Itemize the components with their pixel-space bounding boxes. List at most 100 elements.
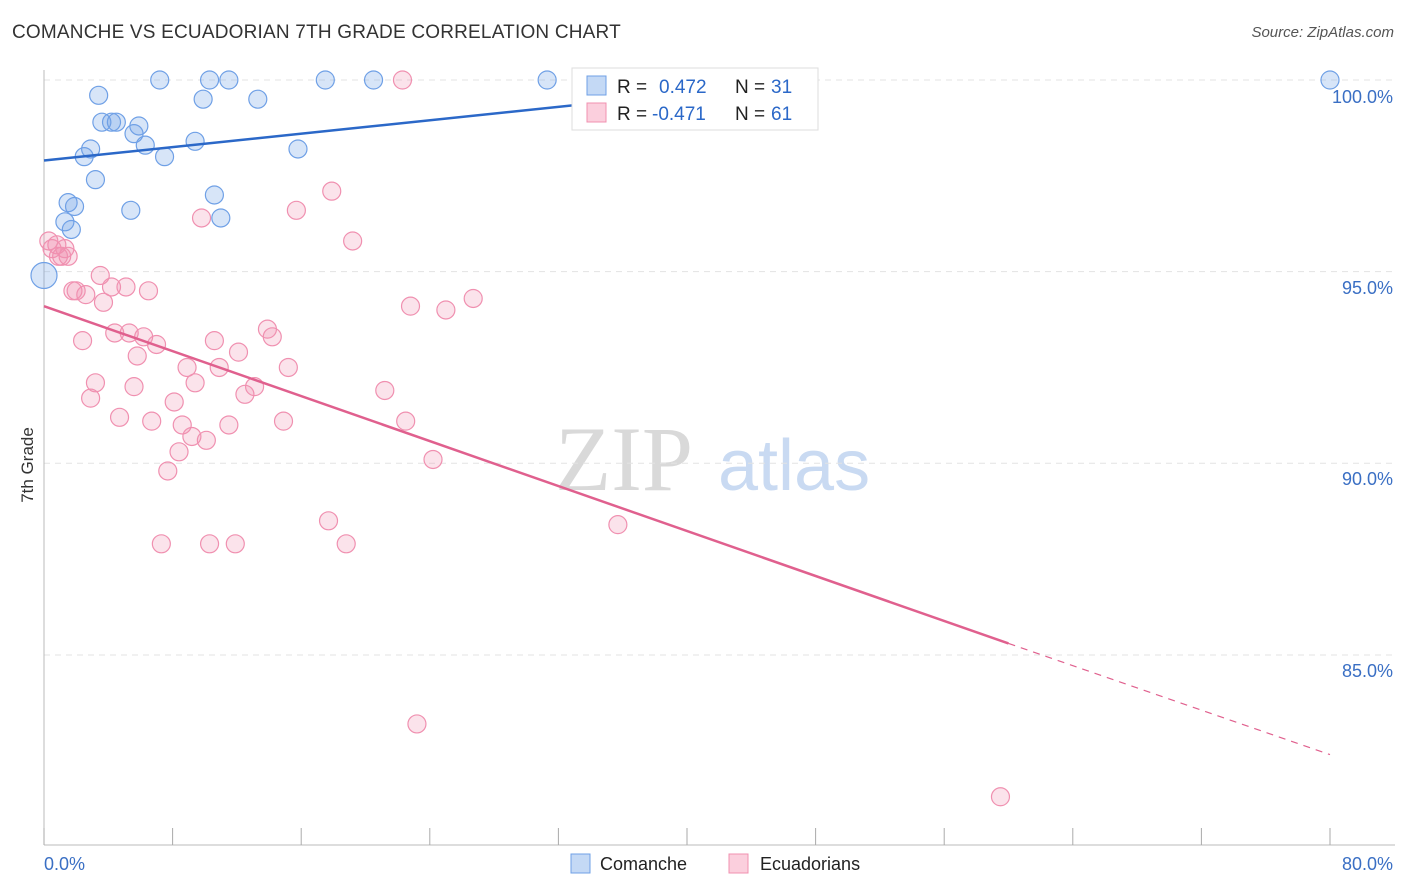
y-tick-label-85: 85.0% xyxy=(1342,661,1393,681)
ecuadorians-point xyxy=(169,442,189,462)
chart-source: Source: ZipAtlas.com xyxy=(1251,24,1394,41)
ecuadorians-point xyxy=(81,388,101,408)
ecuadorians-point xyxy=(225,534,245,554)
x-tick-label-max: 80.0% xyxy=(1342,854,1393,874)
legend-r-label-comanche: R = xyxy=(617,77,647,98)
ecuadorians-point xyxy=(392,70,413,90)
ecuadorians-point xyxy=(204,331,224,351)
ecuadorians-point xyxy=(273,411,294,431)
ecuadorians-point xyxy=(318,511,339,531)
legend-box: R = 0.472 N = 31 R = -0.471 N = 61 xyxy=(571,67,819,131)
data-points xyxy=(30,70,1340,807)
ecuadorians-point xyxy=(76,285,96,305)
grid-lines xyxy=(44,79,1395,656)
ecuadorians-point xyxy=(164,392,184,412)
ecuadorians-point xyxy=(396,411,416,431)
y-tick-label-100: 100.0% xyxy=(1332,87,1393,107)
comanche-point xyxy=(92,112,112,132)
y-tick-label-90: 90.0% xyxy=(1342,469,1393,489)
bottom-legend-label-ecuadorians[interactable]: Ecuadorians xyxy=(760,854,860,874)
legend-swatch-ecuadorians xyxy=(586,102,607,123)
comanche-point xyxy=(219,70,239,90)
ecuadorians-point xyxy=(262,327,282,347)
ecuadorians-point xyxy=(90,265,110,286)
ecuadorians-point xyxy=(400,296,421,316)
ecuadorians-point xyxy=(158,461,178,481)
comanche-point xyxy=(61,219,81,240)
comanche-point xyxy=(150,70,170,90)
ecuadorians-trend-line xyxy=(43,304,1009,645)
comanche-point xyxy=(363,70,384,90)
ecuadorians-point xyxy=(235,384,255,404)
comanche-point xyxy=(248,89,268,109)
ecuadorians-point xyxy=(177,357,197,378)
ecuadorians-point xyxy=(463,288,483,309)
chart-title: COMANCHE VS ECUADORIAN 7TH GRADE CORRELA… xyxy=(12,22,621,43)
ecuadorians-point xyxy=(191,208,212,228)
ecuadorians-point xyxy=(196,430,216,450)
ecuadorians-point xyxy=(336,534,356,554)
ecuadorians-point xyxy=(109,407,130,427)
legend-n-value-ecuadorians: 61 xyxy=(771,104,792,125)
ecuadorians-point xyxy=(322,181,342,201)
ecuadorians-point xyxy=(286,200,306,220)
ecuadorians-point xyxy=(101,277,122,297)
comanche-point xyxy=(101,112,122,132)
ecuadorians-point xyxy=(199,534,220,554)
watermark-zip: ZIP xyxy=(555,408,693,510)
comanche-point xyxy=(288,139,308,159)
comanche-point xyxy=(154,147,175,167)
ecuadorians-point xyxy=(343,231,363,251)
comanche-point xyxy=(211,208,231,228)
ecuadorians-point xyxy=(375,380,395,401)
comanche-point xyxy=(85,170,106,190)
legend-r-value-ecuadorians: -0.471 xyxy=(652,104,706,125)
ecuadorians-point xyxy=(151,534,171,554)
ecuadorians-point xyxy=(116,277,136,297)
comanche-point xyxy=(121,200,141,220)
ecuadorians-point xyxy=(219,415,239,435)
comanche-point xyxy=(185,131,205,151)
comanche-point xyxy=(204,185,224,205)
comanche-point xyxy=(89,85,109,105)
ecuadorians-point xyxy=(72,331,93,351)
ecuadorians-point xyxy=(127,346,147,366)
ecuadorians-point xyxy=(93,292,114,312)
ecuadorians-point xyxy=(228,342,249,362)
comanche-point xyxy=(315,70,335,90)
legend-swatch-comanche xyxy=(586,75,607,96)
comanche-point xyxy=(193,89,213,109)
legend-r-value-comanche: 0.472 xyxy=(659,77,707,98)
legend-n-label-comanche: N = xyxy=(735,77,765,98)
bottom-legend-label-comanche[interactable]: Comanche xyxy=(600,854,687,874)
comanche-point xyxy=(30,261,58,290)
legend-n-value-comanche: 31 xyxy=(771,77,792,98)
bottom-legend-swatch-comanche[interactable] xyxy=(570,853,591,874)
ecuadorians-point xyxy=(608,515,628,535)
legend-r-label-ecuadorians: R = xyxy=(617,104,647,125)
ecuadorians-point xyxy=(66,281,86,301)
comanche-point xyxy=(55,212,75,232)
bottom-legend: Comanche Ecuadorians xyxy=(570,853,860,874)
ecuadorians-point xyxy=(182,426,202,447)
ecuadorians-trend-extension xyxy=(1008,642,1331,756)
ecuadorians-point xyxy=(185,373,205,393)
ecuadorians-point xyxy=(278,357,298,378)
bottom-legend-swatch-ecuadorians[interactable] xyxy=(728,853,749,874)
ecuadorians-point xyxy=(55,239,75,259)
comanche-point xyxy=(199,70,220,90)
ecuadorians-point xyxy=(138,281,159,301)
x-tick-label-min: 0.0% xyxy=(44,854,85,874)
y-tick-label-95: 95.0% xyxy=(1342,278,1393,298)
ecuadorians-point xyxy=(58,246,78,266)
legend-n-label-ecuadorians: N = xyxy=(735,104,765,125)
comanche-point xyxy=(81,139,101,159)
ecuadorians-point xyxy=(436,300,456,320)
comanche-point xyxy=(64,196,85,217)
ecuadorians-point xyxy=(124,377,144,397)
watermark-atlas: atlas xyxy=(718,426,870,506)
ecuadorians-point xyxy=(85,373,106,393)
ecuadorians-point xyxy=(52,246,72,266)
ecuadorians-point xyxy=(990,787,1011,807)
